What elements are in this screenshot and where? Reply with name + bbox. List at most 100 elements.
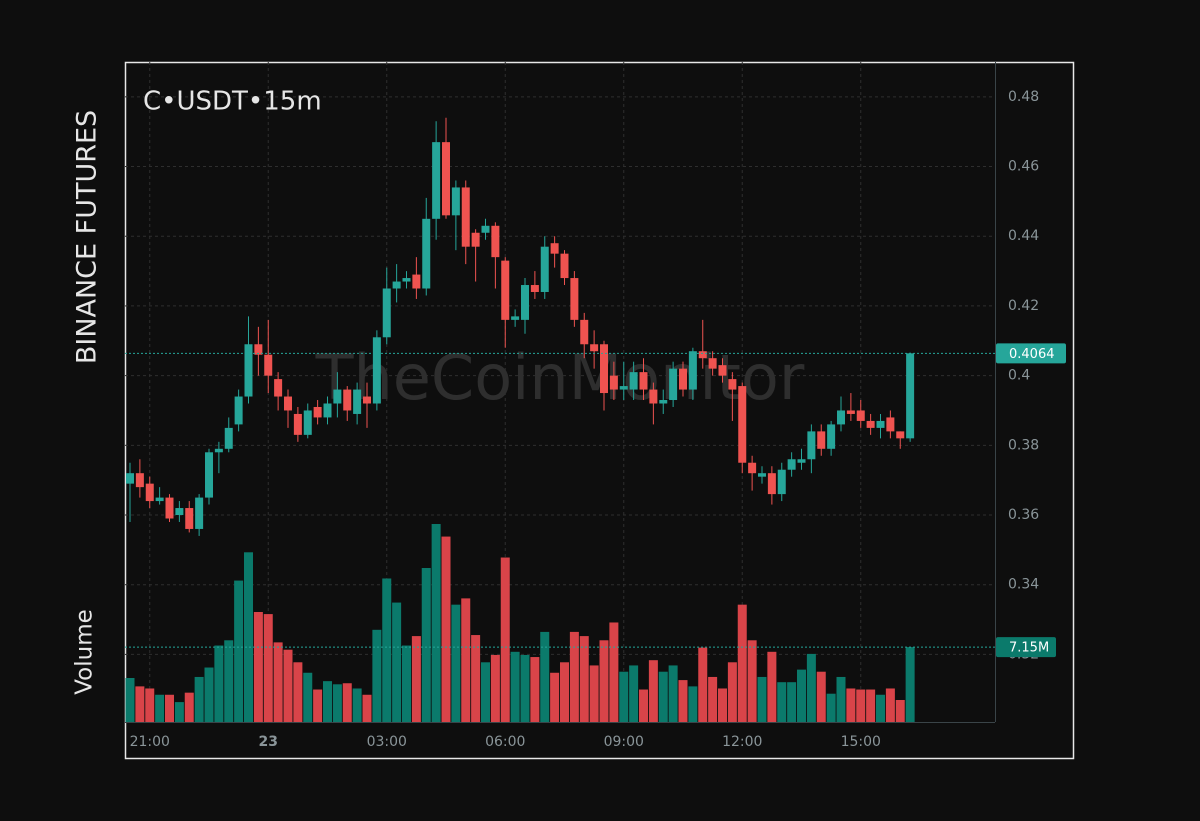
- y-tick-label: 0.38: [1008, 437, 1039, 453]
- candle-body: [432, 142, 441, 219]
- volume-bar: [866, 689, 876, 722]
- volume-bar: [303, 672, 313, 722]
- candle-body: [846, 410, 855, 414]
- volume-bar: [648, 660, 658, 722]
- candle-body: [372, 337, 381, 404]
- volume-bar: [688, 686, 698, 722]
- candle-body: [708, 358, 717, 369]
- candle-body: [126, 473, 134, 484]
- candle-body: [382, 288, 391, 338]
- candle-body: [145, 483, 154, 502]
- volume-bar: [145, 688, 155, 722]
- candle-body: [698, 351, 707, 359]
- candle-body: [363, 396, 371, 404]
- candle-body: [471, 232, 480, 247]
- candle-body: [866, 420, 875, 428]
- volume-bar: [609, 622, 619, 722]
- volume-bar: [836, 676, 846, 722]
- x-tick-label: 12:00: [722, 734, 762, 750]
- volume-bar: [194, 676, 204, 722]
- volume-bar: [490, 654, 500, 722]
- y-tick-label: 0.4: [1008, 368, 1030, 384]
- volume-bar: [787, 682, 797, 722]
- volume-bar: [668, 665, 678, 722]
- candle-body: [550, 243, 559, 254]
- candle-body: [224, 427, 233, 449]
- volume-bar: [155, 694, 165, 722]
- candle-body: [392, 281, 401, 289]
- candle-body: [560, 253, 569, 279]
- candle-body: [856, 410, 865, 421]
- candle-body: [748, 462, 757, 474]
- volume-bar: [520, 654, 530, 722]
- candle-body: [688, 351, 697, 390]
- candle-body: [461, 187, 470, 247]
- candle-body: [284, 396, 292, 411]
- overlays: 0.320.340.360.380.40.420.440.460.4821:00…: [125, 89, 1066, 750]
- candle-body: [293, 413, 302, 435]
- candle-body: [530, 285, 539, 292]
- volume-bar: [234, 580, 244, 722]
- volume-bar: [372, 629, 382, 722]
- y-tick-label: 0.42: [1008, 298, 1039, 314]
- candle-body: [442, 142, 450, 216]
- volume-bar: [283, 649, 293, 722]
- volume-bar: [846, 688, 856, 722]
- volume-bar: [579, 636, 589, 722]
- x-tick-label: 09:00: [604, 734, 644, 750]
- candle-body: [609, 375, 618, 390]
- candle-body: [777, 469, 786, 495]
- volume-bar: [332, 684, 342, 722]
- candle-body: [807, 431, 816, 460]
- candle-body: [540, 246, 549, 292]
- volume-bar: [905, 647, 915, 722]
- candle-body: [264, 354, 273, 376]
- volume-bar: [313, 689, 323, 722]
- candle-body: [303, 410, 312, 435]
- volume-bar: [737, 604, 747, 722]
- candle-body: [679, 368, 687, 390]
- candle-body: [728, 379, 737, 390]
- volume-bar: [441, 536, 451, 722]
- candle-body: [521, 285, 529, 320]
- volume-bar: [174, 702, 184, 722]
- volume-bar: [224, 640, 234, 722]
- volume-bar: [471, 635, 481, 722]
- last-volume-badge: [996, 637, 1056, 658]
- volume-bar: [481, 662, 490, 722]
- candle-body: [333, 389, 342, 404]
- volume-bar: [382, 578, 392, 722]
- volume-bar: [323, 681, 332, 722]
- candle-body: [185, 508, 194, 529]
- volume-bar: [402, 645, 411, 722]
- candle-body: [135, 473, 144, 488]
- volume-bar: [767, 651, 777, 722]
- volume-bar: [629, 665, 639, 722]
- volume-bar: [500, 557, 510, 722]
- y-tick-label: 0.36: [1008, 507, 1039, 523]
- volume-bar: [431, 524, 441, 722]
- candle-body: [422, 218, 431, 289]
- volume-bar: [816, 671, 826, 722]
- volume-bar: [806, 653, 816, 722]
- candle-body: [451, 187, 460, 216]
- volume-bar: [826, 693, 836, 722]
- volume-bar: [708, 676, 718, 722]
- candle-body: [629, 372, 638, 390]
- volume-bar: [293, 662, 303, 722]
- volume-bar: [352, 688, 362, 722]
- volume-bar: [540, 631, 550, 722]
- candles: [126, 117, 915, 536]
- volume-bar: [184, 692, 194, 722]
- volume-bar: [550, 672, 560, 722]
- x-tick-label: 21:00: [130, 734, 170, 750]
- last-price-label: 0.4064: [1009, 347, 1055, 362]
- candle-body: [827, 424, 836, 449]
- candle-body: [165, 497, 174, 519]
- candle-body: [639, 372, 648, 390]
- volume-bar: [204, 667, 214, 722]
- volume-bar: [362, 694, 372, 722]
- volume-bar: [263, 614, 273, 722]
- candle-body: [501, 260, 510, 320]
